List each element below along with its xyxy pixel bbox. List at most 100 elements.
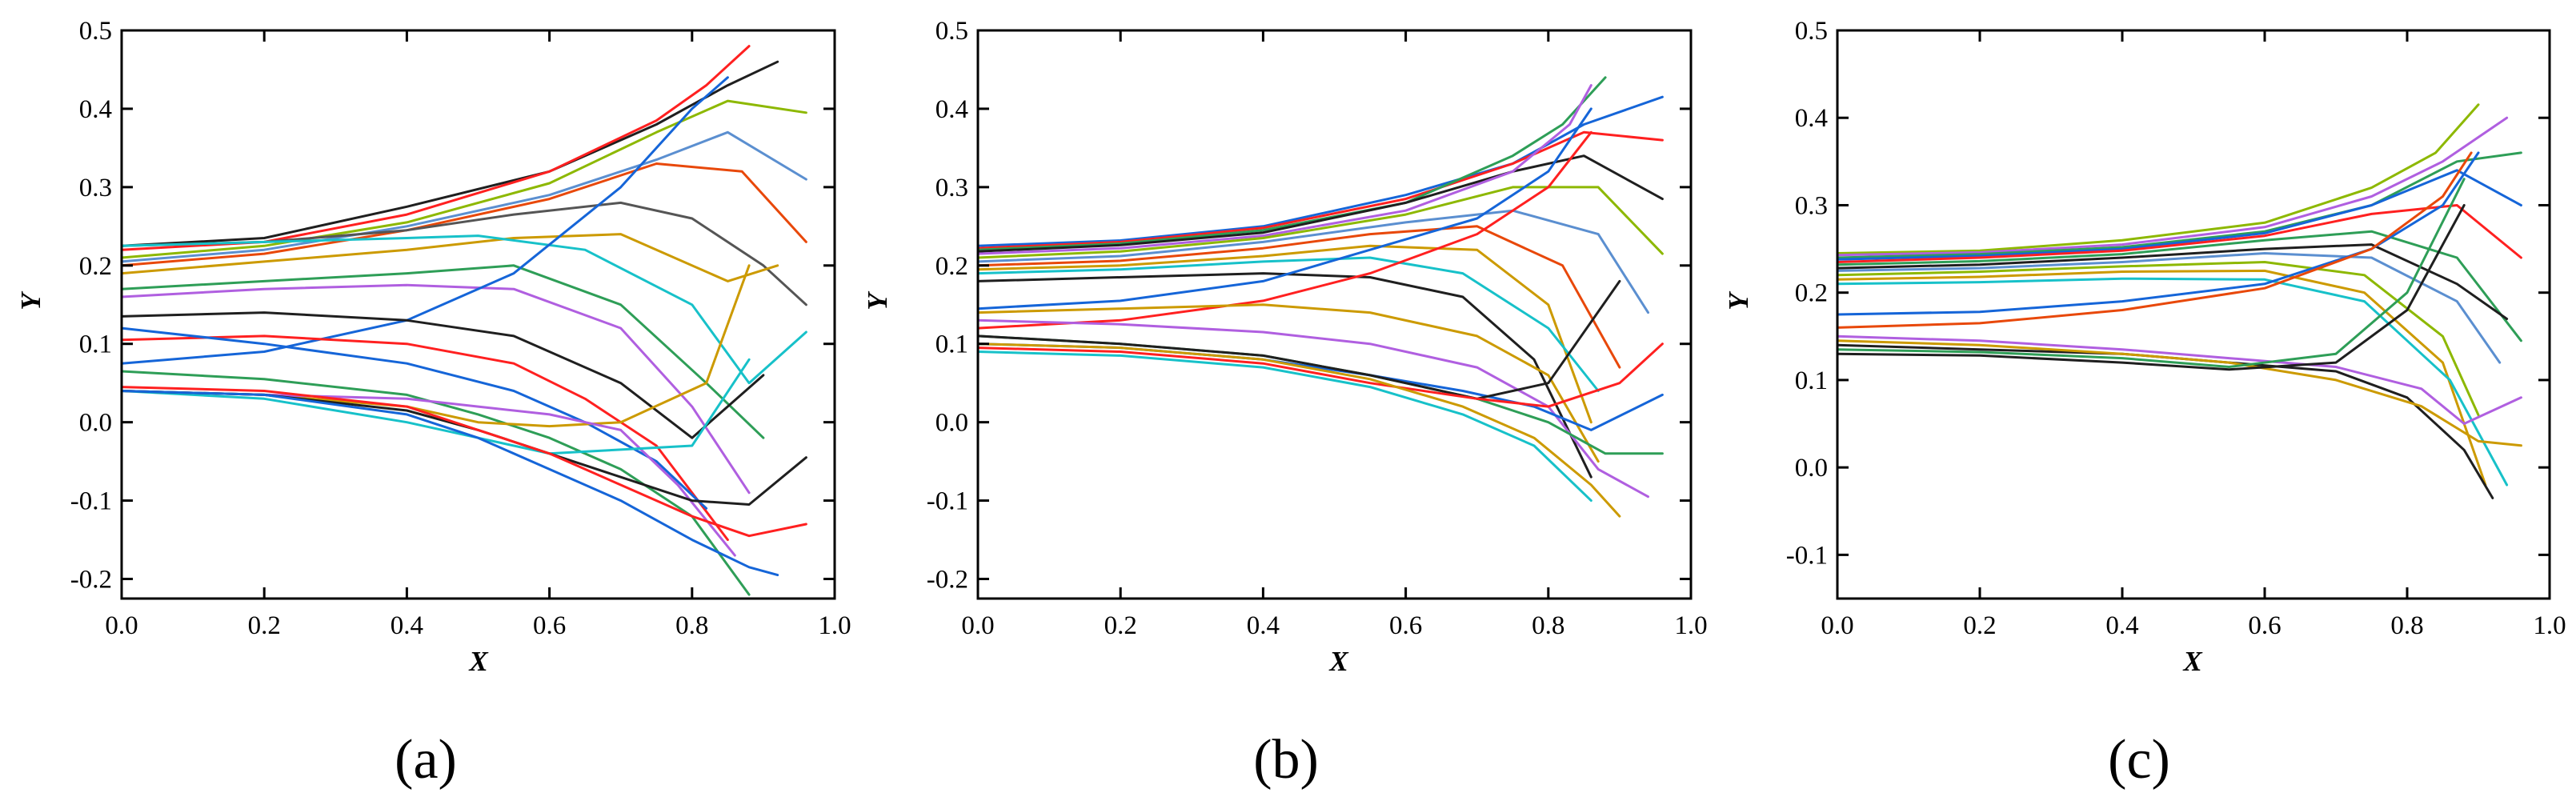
x-tick-label-b-3: 0.6 [1389, 611, 1422, 640]
series-line-a-7 [120, 233, 779, 282]
y-tick-label-a-2: 0.0 [79, 409, 112, 438]
panel-b: 0.0 0.2 0.4 0.6 0.8 1.0 -0.2 -0.1 0.0 0.1 0.2 0.3 0.… [862, 17, 1708, 791]
series-line-c-13 [1836, 151, 2473, 329]
x-tick-label-c-3: 0.6 [2248, 611, 2281, 640]
series-line-c-3 [1836, 151, 2522, 259]
series-line-c-6 [1836, 230, 2522, 342]
x-tick-label-a-2: 0.4 [391, 611, 423, 640]
panel-label-b: (b) [1253, 729, 1319, 791]
panel-label-a: (a) [395, 729, 457, 791]
y-tick-label-c-1: 0.0 [1795, 454, 1828, 483]
y-tick-label-b-1: -0.1 [927, 487, 968, 516]
x-tick-label-b-5: 1.0 [1674, 611, 1707, 640]
series-line-a-3 [120, 99, 807, 259]
x-tick-label-a-5: 1.0 [818, 611, 851, 640]
x-tick-label-c-0: 0.0 [1821, 611, 1853, 640]
series-line-c-2 [1836, 116, 2509, 257]
series-line-b-14 [976, 303, 1600, 463]
y-tick-label-a-5: 0.3 [79, 174, 112, 202]
series-line-a-17 [120, 390, 736, 557]
series-line-b-10 [976, 256, 1600, 392]
series-line-a-15 [120, 370, 751, 596]
x-tick-label-c-5: 1.0 [2533, 611, 2566, 640]
series-line-c-7 [1836, 243, 2509, 320]
y-tick-label-a-6: 0.4 [79, 95, 112, 124]
x-axis-title-a: X [468, 646, 489, 677]
series-line-a-10 [120, 283, 751, 495]
series-line-c-5 [1836, 204, 2522, 263]
series-line-a-13 [120, 334, 729, 542]
x-tick-label-b-1: 0.2 [1104, 611, 1137, 640]
series-line-c-9 [1836, 261, 2480, 417]
x-tick-label-b-4: 0.8 [1532, 611, 1564, 640]
series-line-b-8 [976, 225, 1621, 369]
series-line-b-21 [976, 342, 1621, 518]
series-line-c-12 [1836, 151, 2480, 316]
plot-frame-c [1836, 29, 2551, 600]
y-axis-title-b: Y [862, 290, 893, 310]
y-tick-label-c-0: -0.1 [1786, 541, 1828, 570]
y-axis-title-c: Y [1723, 290, 1754, 310]
x-tick-label-a-0: 0.0 [105, 611, 138, 640]
series-line-b-1 [976, 95, 1664, 247]
x-tick-label-b-0: 0.0 [961, 611, 994, 640]
series-line-b-4 [976, 154, 1664, 253]
x-axis-title-b: X [1328, 646, 1349, 677]
series-line-a-11 [120, 76, 729, 365]
x-tick-label-c-4: 0.8 [2390, 611, 2423, 640]
series-line-b-13 [976, 130, 1592, 330]
y-tick-label-b-4: 0.2 [935, 252, 968, 281]
y-tick-label-a-0: -0.2 [70, 566, 112, 595]
series-line-a-20 [120, 386, 807, 538]
series-line-a-18 [120, 358, 751, 455]
series-line-c-8 [1836, 252, 2502, 364]
series-line-a-12 [120, 311, 765, 439]
y-tick-label-c-2: 0.1 [1795, 366, 1828, 395]
series-line-b-7 [976, 209, 1649, 314]
y-tick-label-b-5: 0.3 [935, 174, 968, 202]
y-tick-label-b-2: 0.0 [935, 409, 968, 438]
plot-area-b: 0.0 0.2 0.4 0.6 0.8 1.0 -0.2 -0.1 0.0 0.1 0.2 0.3 0.… [927, 17, 1708, 640]
series-line-b-15 [976, 318, 1649, 499]
series-line-b-2 [976, 130, 1664, 250]
x-tick-label-c-1: 0.2 [1963, 611, 1996, 640]
series-line-c-16 [1836, 339, 2522, 447]
y-tick-label-c-4: 0.3 [1795, 191, 1828, 220]
x-tick-label-b-2: 0.4 [1247, 611, 1280, 640]
x-tick-label-a-3: 0.6 [533, 611, 566, 640]
series-line-a-21 [120, 390, 779, 577]
series-line-a-6 [120, 201, 807, 306]
series-line-b-6 [976, 186, 1664, 259]
plot-area-c: 0.0 0.2 0.4 0.6 0.8 1.0 -0.1 0.0 0.1 0.2 0.3 0.4 0.5 [1786, 17, 2566, 640]
y-tick-label-a-3: 0.1 [79, 330, 112, 359]
series-line-c-10 [1836, 269, 2487, 487]
x-tick-label-a-4: 0.8 [675, 611, 708, 640]
panel-label-c: (c) [2108, 729, 2170, 791]
series-line-b-18 [976, 279, 1621, 400]
series-line-a-14 [120, 326, 708, 510]
series-line-a-5 [120, 162, 807, 267]
x-axis-title-c: X [2182, 646, 2203, 677]
x-tick-label-c-2: 0.4 [2105, 611, 2138, 640]
y-tick-label-b-3: 0.1 [935, 330, 968, 359]
series-line-a-4 [120, 130, 807, 263]
y-tick-label-c-6: 0.5 [1795, 17, 1828, 46]
y-tick-label-b-0: -0.2 [927, 566, 968, 595]
series-line-c-1 [1836, 103, 2480, 254]
series-line-b-20 [976, 350, 1592, 503]
series-line-c-15 [1836, 334, 2522, 425]
y-tick-label-c-5: 0.4 [1795, 104, 1828, 133]
plot-frame-a [120, 29, 836, 600]
series-line-b-12 [976, 107, 1592, 310]
x-tick-label-a-1: 0.2 [248, 611, 281, 640]
y-axis-title-a: Y [15, 290, 46, 310]
panel-a: 0.0 0.2 0.4 0.6 0.8 1.0 -0.2 -0.1 0.0 0.1 0.2 0.3 0.… [15, 17, 851, 791]
y-tick-label-a-4: 0.2 [79, 252, 112, 281]
series-line-b-9 [976, 244, 1592, 424]
plot-area-a: 0.0 0.2 0.4 0.6 0.8 1.0 -0.2 -0.1 0.0 0.1 0.2 0.3 0.… [70, 17, 851, 640]
plot-frame-b [976, 29, 1693, 600]
series-line-b-5 [976, 84, 1592, 255]
series-line-c-17 [1836, 178, 2466, 368]
y-tick-label-b-6: 0.4 [935, 95, 968, 124]
